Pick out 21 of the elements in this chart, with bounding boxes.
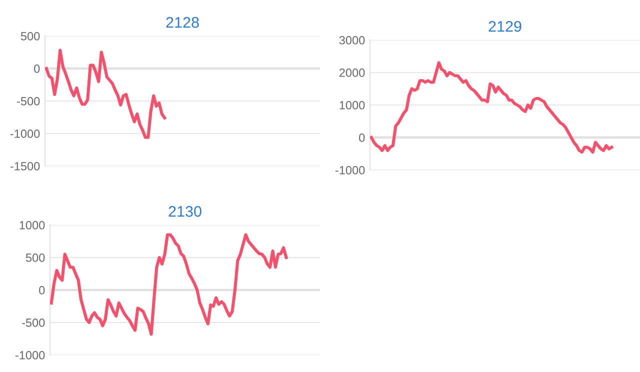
chart-title: 2129	[488, 21, 522, 32]
line-series	[45, 48, 166, 139]
chart-title: 2130	[168, 206, 202, 217]
y-tick-label: 0	[39, 286, 45, 294]
y-tick-label: 3000	[339, 36, 365, 44]
y-tick-label: -500	[22, 318, 45, 327]
y-tick-label: -1000	[335, 166, 365, 174]
y-tick-label: -1000	[10, 130, 40, 138]
y-tick-label: 500	[26, 254, 45, 262]
chart-title: 2128	[166, 17, 199, 28]
y-tick-label: 0	[34, 64, 40, 73]
y-tick-label: -500	[17, 97, 40, 106]
y-tick-label: 1000	[20, 221, 45, 230]
y-tick-label: -1000	[15, 351, 45, 360]
y-tick-label: 1000	[340, 101, 365, 110]
y-tick-label: -1500	[10, 162, 40, 170]
line-series	[50, 233, 288, 336]
y-tick-label: 500	[20, 32, 40, 40]
line-series	[370, 61, 614, 154]
y-tick-label: 2000	[339, 68, 365, 77]
y-tick-label: 0	[359, 134, 365, 142]
